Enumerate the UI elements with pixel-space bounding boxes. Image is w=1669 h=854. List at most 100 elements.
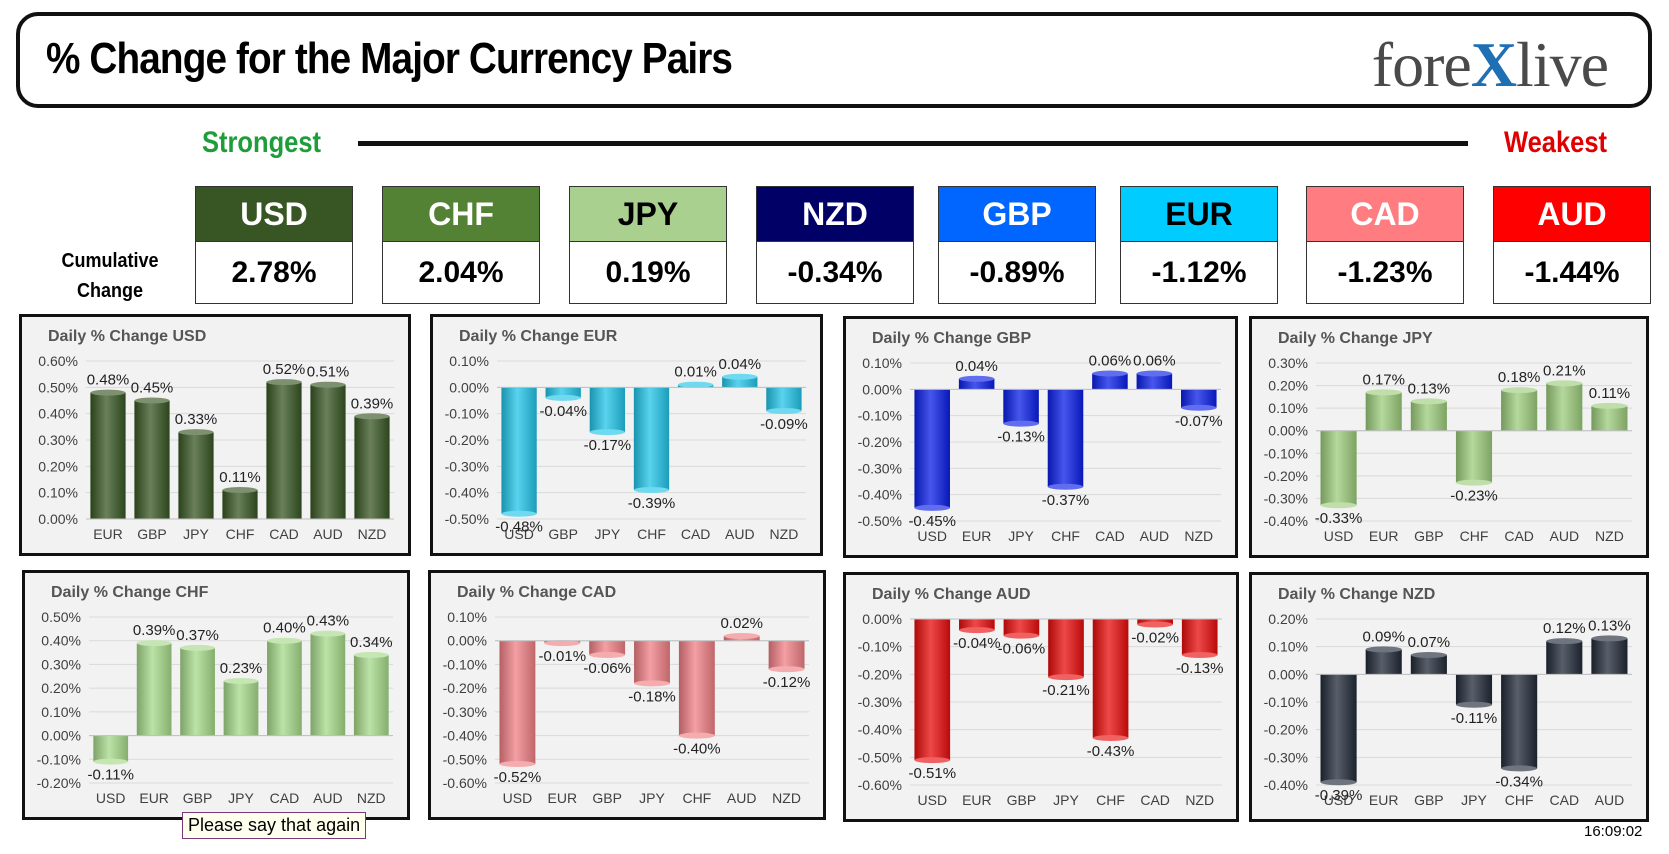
bar-gbp [1410, 401, 1447, 431]
data-label: -0.21% [1042, 682, 1090, 699]
data-label: 0.33% [175, 411, 218, 428]
y-tick-label: 0.40% [41, 633, 81, 649]
chart-panel-aud: Daily % Change AUD -0.60% -0.50% -0.40% -0.3… [843, 572, 1239, 822]
y-tick-label: -0.10% [1264, 445, 1308, 461]
bar-cap [1591, 402, 1628, 409]
chart-svg: Daily % Change CAD -0.60% -0.50% -0.40% -0.3… [443, 584, 811, 806]
bar-cap [544, 640, 581, 647]
y-tick-label: -0.40% [445, 485, 489, 501]
data-label: 0.06% [1089, 353, 1132, 370]
y-tick-label: 0.20% [1268, 378, 1308, 394]
bar-cap [1003, 420, 1039, 427]
bar-cap [1181, 404, 1217, 411]
x-tick-label: JPY [639, 790, 665, 806]
bar-usd [914, 389, 950, 508]
currency-box-cad: CAD -1.23% [1306, 186, 1464, 304]
bar-aud [310, 633, 346, 736]
y-tick-label: -0.40% [1264, 513, 1308, 529]
chart-svg: Daily % Change GBP -0.50% -0.40% -0.30% -0.2… [858, 330, 1223, 544]
bar-chf [1455, 430, 1493, 483]
y-tick-label: -0.20% [1264, 468, 1308, 484]
cumulative-change-value: -1.12% [1120, 242, 1278, 304]
y-tick-label: -0.20% [443, 680, 487, 696]
y-tick-label: 0.10% [447, 609, 487, 625]
x-tick-label: USD [917, 528, 947, 544]
x-tick-label: GBP [592, 790, 622, 806]
data-label: 0.09% [1362, 628, 1405, 645]
bar-cad [1501, 390, 1538, 431]
data-label: 0.39% [133, 622, 176, 639]
chart-panel-jpy: Daily % Change JPY -0.40% -0.30% -0.20% -0.1… [1249, 316, 1649, 558]
currency-code: GBP [938, 186, 1096, 242]
currency-box-jpy: JPY 0.19% [569, 186, 727, 304]
data-label: -0.34% [1495, 773, 1543, 790]
bar-cap [1410, 651, 1447, 658]
bar-gbp [180, 647, 215, 736]
x-tick-label: EUR [139, 790, 169, 806]
data-label: -0.13% [997, 429, 1045, 446]
x-tick-label: NZD [772, 790, 801, 806]
chart-panel-nzd: Daily % Change NZD -0.40% -0.30% -0.20% -0.1… [1249, 572, 1649, 822]
data-label: -0.02% [1131, 630, 1179, 647]
x-tick-label: USD [1324, 528, 1354, 544]
bar-cap [267, 637, 302, 644]
x-tick-label: JPY [595, 526, 621, 542]
bar-nzd [766, 387, 802, 412]
bar-cap [93, 758, 129, 765]
y-tick-label: -0.10% [445, 406, 489, 422]
cumulative-change-value: -1.44% [1493, 242, 1651, 304]
bar-cap [722, 373, 758, 380]
y-tick-label: -0.20% [858, 666, 902, 682]
bar-eur [958, 378, 995, 390]
x-tick-label: NZD [1595, 528, 1624, 544]
bar-cap [634, 680, 670, 687]
y-tick-label: 0.10% [862, 355, 902, 371]
bar-cad [1092, 373, 1128, 390]
bar-jpy [1003, 389, 1039, 424]
bar-cap [1546, 638, 1583, 645]
bar-gbp [1003, 619, 1040, 636]
chart-panel-eur: Daily % Change EUR -0.50% -0.40% -0.30% -0.2… [430, 314, 823, 556]
chart-title: Daily % Change CAD [457, 584, 616, 601]
currency-code: NZD [756, 186, 914, 242]
data-label: -0.48% [495, 519, 543, 536]
data-label: -0.04% [953, 635, 1001, 652]
data-label: -0.51% [909, 765, 957, 782]
y-tick-label: 0.50% [41, 609, 81, 625]
bar-cap [1092, 734, 1129, 741]
currency-code: AUD [1493, 186, 1651, 242]
x-tick-label: EUR [548, 790, 578, 806]
cumulative-change-value: 2.78% [195, 242, 353, 304]
currency-code: CHF [382, 186, 540, 242]
y-tick-label: -0.40% [1264, 777, 1308, 793]
y-tick-label: 0.30% [1268, 355, 1308, 371]
y-tick-label: 0.00% [1268, 666, 1308, 682]
x-tick-label: AUD [725, 526, 755, 542]
x-tick-label: USD [918, 792, 948, 808]
data-label: 0.04% [719, 356, 762, 373]
chart-panel-gbp: Daily % Change GBP -0.50% -0.40% -0.30% -0.2… [843, 316, 1238, 558]
bar-usd [93, 735, 129, 762]
y-tick-label: 0.10% [38, 485, 78, 501]
y-tick-label: 0.00% [1268, 423, 1308, 439]
x-tick-label: JPY [183, 526, 209, 542]
bar-cad [1546, 641, 1583, 675]
bar-cap [1365, 646, 1402, 653]
data-label: -0.06% [583, 660, 631, 677]
bar-eur [1365, 392, 1402, 431]
x-tick-label: AUD [313, 790, 343, 806]
data-label: 0.40% [263, 620, 306, 637]
bar-usd [1320, 430, 1357, 506]
x-tick-label: USD [504, 526, 534, 542]
x-tick-label: USD [1324, 792, 1354, 808]
bar-cap [1455, 701, 1493, 708]
chart-panel-usd: Daily % Change USD 0.00% 0.10% 0.20% 0.30% 0.… [19, 314, 411, 556]
bar-chf [1092, 619, 1129, 738]
bar-cap [1591, 635, 1628, 642]
bar-aud [1546, 383, 1583, 431]
data-label: 0.43% [307, 613, 350, 630]
tooltip: Please say that again [182, 812, 367, 839]
x-tick-label: CAD [1140, 792, 1170, 808]
data-label: -0.23% [1450, 488, 1498, 505]
bar-usd [499, 640, 536, 765]
